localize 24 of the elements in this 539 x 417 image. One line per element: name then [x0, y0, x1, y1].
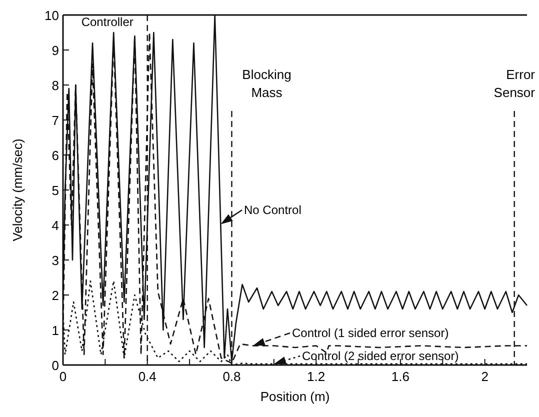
- x-tick-label: 0.8: [222, 369, 241, 384]
- y-tick-label: 6: [52, 148, 59, 163]
- x-tick-label: 0.4: [138, 369, 156, 384]
- y-tick-label: 5: [52, 183, 59, 198]
- x-axis-title: Position (m): [260, 389, 330, 404]
- y-tick-label: 7: [52, 113, 59, 128]
- ref-line-label: Error Sensor: [494, 67, 536, 100]
- y-tick-label: 8: [52, 78, 59, 93]
- legend-label: No Control: [244, 203, 302, 217]
- x-tick-label: 1.6: [391, 369, 410, 384]
- y-tick-label: 3: [52, 253, 59, 268]
- y-tick-label: 10: [44, 8, 59, 23]
- x-tick-label: 2: [481, 369, 488, 384]
- y-tick-label: 0: [52, 358, 59, 373]
- legend-label: Control (1 sided error sensor): [292, 326, 449, 340]
- y-axis-title: Velocity (mm/sec): [10, 138, 25, 242]
- y-tick-label: 1: [52, 323, 59, 338]
- x-tick-label: 1.2: [307, 369, 326, 384]
- legend-label: Control (2 sided error sensor): [302, 349, 459, 363]
- y-tick-label: 2: [52, 288, 59, 303]
- y-tick-label: 4: [52, 218, 59, 233]
- ref-line-label: Blocking Mass: [242, 67, 292, 100]
- ref-line-label: Controller: [81, 15, 134, 29]
- y-tick-label: 9: [52, 43, 59, 58]
